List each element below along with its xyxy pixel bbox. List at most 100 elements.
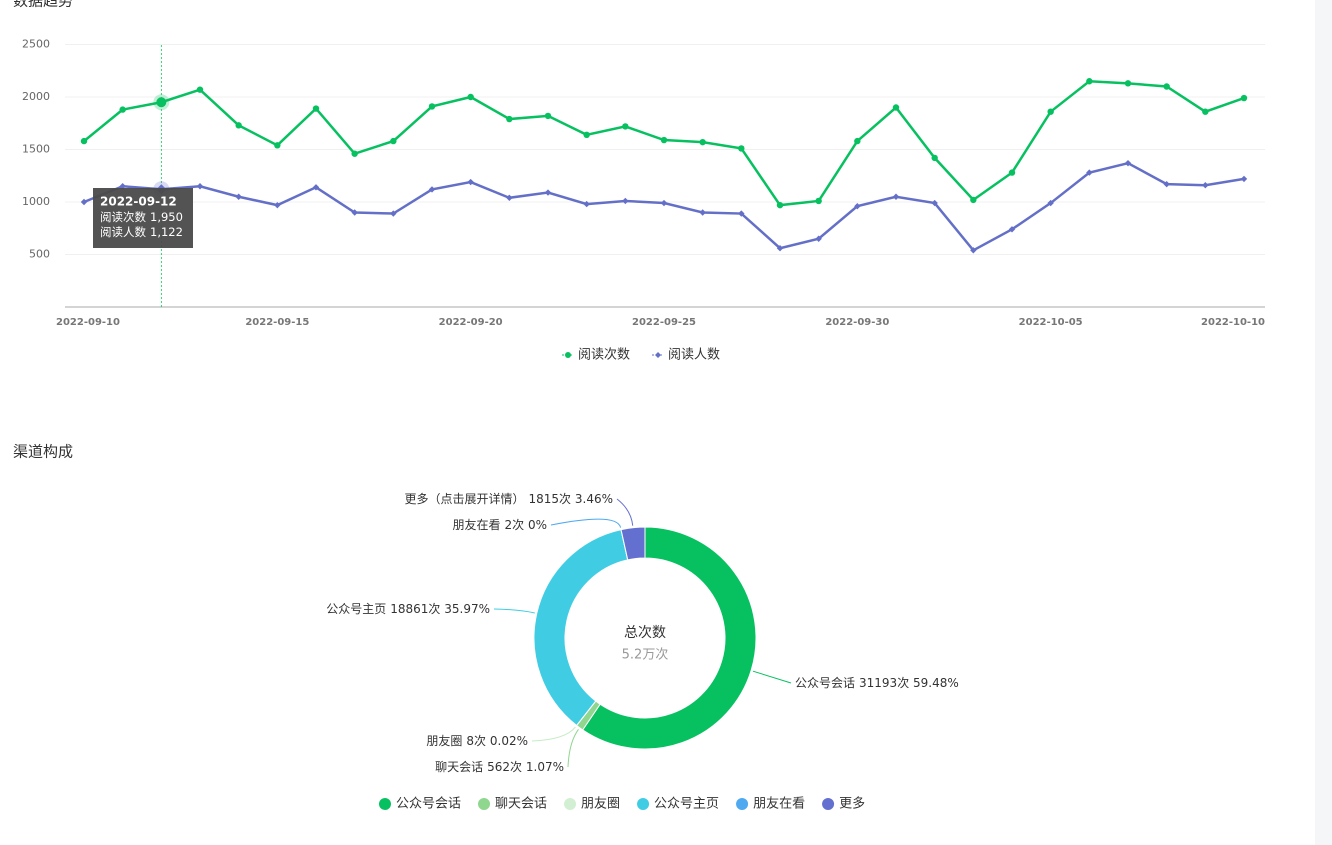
- marker: [776, 201, 784, 209]
- marker: [815, 235, 822, 242]
- slice-value: 8次 0.02%: [466, 734, 528, 748]
- marker: [1163, 180, 1170, 188]
- marker: [390, 137, 397, 145]
- legend-marker: [655, 352, 662, 358]
- section-title: 渠道构成: [13, 443, 73, 461]
- marker: [428, 103, 436, 110]
- tooltip-value: 1,122: [150, 225, 183, 239]
- marker: [1047, 199, 1054, 207]
- marker: [390, 210, 397, 217]
- marker: [970, 247, 977, 254]
- marker: [699, 138, 706, 146]
- marker: [1202, 108, 1209, 115]
- marker: [235, 193, 242, 200]
- leader-line: [550, 518, 622, 528]
- legend: 阅读次数 阅读人数: [562, 347, 720, 363]
- slice: [582, 526, 757, 750]
- marker: [660, 199, 668, 207]
- legend-label: 朋友在看: [753, 796, 805, 812]
- legend-label: 朋友圈: [581, 796, 620, 812]
- marker: [274, 201, 281, 209]
- marker: [235, 122, 242, 129]
- legend-label: 公众号主页: [654, 797, 719, 812]
- marker: [544, 112, 552, 120]
- x-tick-label: 2022-09-25: [632, 317, 696, 328]
- slice: [620, 526, 646, 561]
- marker: [892, 193, 900, 200]
- marker: [970, 196, 977, 204]
- tooltip-box: [93, 188, 193, 248]
- legend-marker: [637, 798, 650, 810]
- marker: [312, 105, 320, 112]
- marker: [1124, 80, 1132, 87]
- marker: [467, 93, 474, 101]
- marker: [1086, 169, 1093, 176]
- x-tick-label: 2022-09-15: [245, 317, 309, 328]
- x-tick-label: 2022-09-20: [439, 317, 503, 328]
- marker: [1008, 169, 1016, 176]
- slice-name: 朋友在看: [452, 518, 500, 532]
- marker: [1047, 108, 1054, 115]
- marker: [80, 137, 88, 145]
- marker: [699, 209, 706, 216]
- legend-marker: [822, 798, 835, 810]
- center-title: 总次数: [624, 625, 666, 641]
- marker: [815, 197, 822, 205]
- slice-value: 1815次 3.46%: [529, 492, 613, 506]
- marker: [1124, 159, 1132, 167]
- marker: [931, 154, 938, 162]
- legend-marker: [565, 352, 571, 358]
- slice-label: 公众号会话 31193次 59.48%: [795, 676, 959, 690]
- marker: [854, 137, 861, 145]
- marker: [312, 184, 320, 191]
- marker: [583, 200, 590, 208]
- tooltip-value: 1,950: [150, 210, 183, 224]
- marker: [622, 123, 629, 130]
- slice-name: 公众号会话: [795, 676, 855, 690]
- slice-name: 公众号主页: [326, 602, 386, 616]
- marker: [119, 183, 126, 190]
- tooltip-title: 2022-09-12: [100, 195, 177, 209]
- marker: [776, 245, 784, 252]
- legend-label: 更多: [839, 796, 865, 812]
- slice-name: 朋友圈: [426, 734, 462, 748]
- legend-label: 阅读人数: [668, 348, 720, 363]
- y-tick-label: 500: [29, 248, 50, 261]
- marker: [156, 97, 167, 108]
- slice-label: 朋友圈 8次 0.02%: [426, 734, 528, 748]
- marker: [660, 136, 668, 144]
- legend-marker: [564, 798, 577, 810]
- marker: [622, 197, 629, 205]
- marker: [1086, 78, 1093, 85]
- marker: [506, 194, 513, 201]
- leader-line: [752, 670, 792, 684]
- legend: 公众号会话 聊天会话 朋友圈 公众号主页 朋友在看 更多: [379, 796, 865, 812]
- marker: [854, 203, 861, 210]
- marker: [1163, 83, 1170, 90]
- slice: [533, 529, 629, 727]
- slice-value: 562次 1.07%: [487, 760, 564, 774]
- section-title: 数据趋势: [13, 0, 73, 10]
- y-tick-label: 1000: [22, 195, 50, 208]
- slice-label: 公众号主页 18861次 35.97%: [326, 602, 490, 616]
- marker: [196, 183, 204, 190]
- center-value: 5.2万次: [622, 647, 669, 663]
- marker: [583, 131, 590, 138]
- marker: [892, 104, 900, 111]
- marker: [1008, 226, 1016, 233]
- tooltip-series: 阅读次数: [100, 210, 146, 224]
- marker: [544, 189, 552, 196]
- legend-label: 阅读次数: [578, 347, 630, 363]
- slice-value: 2次 0%: [505, 518, 548, 532]
- tooltip-item: 阅读人数 1,122: [100, 225, 183, 239]
- tooltip-series: 阅读人数: [100, 225, 146, 239]
- leader-line: [493, 608, 535, 614]
- y-tick-label: 1500: [22, 143, 50, 156]
- slice-label: 聊天会话 562次 1.07%: [435, 760, 564, 774]
- y-tick-label: 2500: [22, 38, 50, 51]
- marker: [1240, 94, 1248, 102]
- marker: [351, 150, 358, 157]
- legend-label: 公众号会话: [396, 797, 461, 812]
